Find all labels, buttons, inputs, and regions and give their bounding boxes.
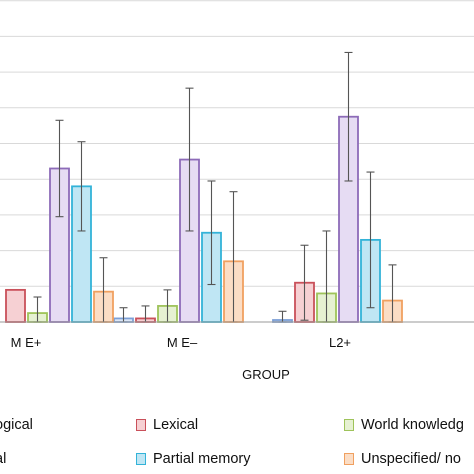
legend-item-4: al <box>0 451 6 467</box>
legend-label-partial-memory: Partial memory <box>153 451 251 467</box>
legend-item-partial-memory: Partial memory <box>136 451 251 467</box>
legend-label-unspecified: Unspecified/ no <box>361 451 461 467</box>
legend-swatch-unspecified <box>344 453 354 465</box>
x-tick-label: M E– <box>167 335 198 350</box>
bar <box>5 288 26 323</box>
legend-item-unspecified: Unspecified/ no <box>344 451 461 467</box>
x-tick-label: M E+ <box>11 335 42 350</box>
legend-label-world-knowledge: World knowledg <box>361 417 464 433</box>
x-axis-title: GROUP <box>242 367 290 382</box>
x-tick-labels: M E+ M E– L2+ <box>11 335 351 350</box>
bar-series <box>5 115 403 323</box>
legend-swatch-world-knowledge <box>344 419 354 431</box>
legend-item-lexical: Lexical <box>136 417 198 433</box>
legend-label-lexical: Lexical <box>153 417 199 433</box>
legend-swatch-lexical <box>136 419 146 431</box>
legend-label-1: ogical <box>0 417 33 433</box>
legend-label-4: al <box>0 451 7 467</box>
error-bars <box>33 51 397 323</box>
x-tick-label: L2+ <box>329 335 351 350</box>
legend: ogical Lexical World knowledg al Partial… <box>0 408 474 474</box>
legend-item-1: ogical <box>0 417 33 433</box>
legend-item-world-knowledge: World knowledg <box>344 417 464 433</box>
legend-swatch-partial-memory <box>136 453 146 465</box>
